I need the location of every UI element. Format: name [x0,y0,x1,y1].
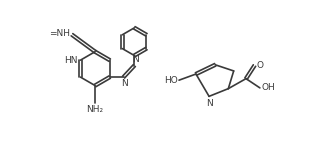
Text: N: N [206,99,212,108]
Text: O: O [257,61,264,70]
Text: N: N [132,55,138,64]
Text: =NH: =NH [49,30,70,38]
Text: OH: OH [262,83,275,92]
Text: HO: HO [164,76,178,85]
Text: HN: HN [64,56,77,65]
Text: NH₂: NH₂ [86,105,104,114]
Text: N: N [121,79,128,88]
